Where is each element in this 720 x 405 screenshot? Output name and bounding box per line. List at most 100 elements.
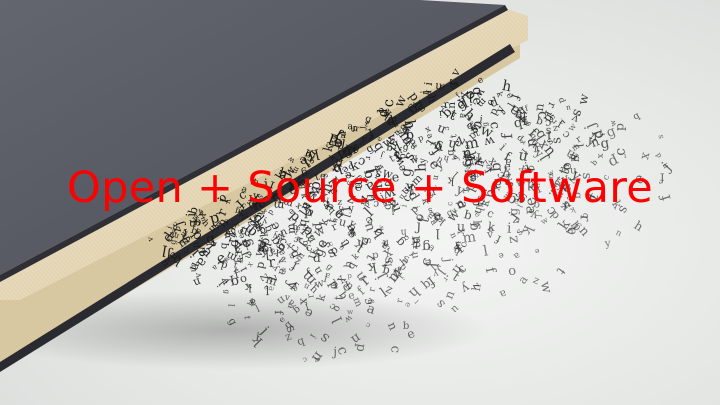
spilled-letter: c	[171, 220, 179, 229]
spilled-letter: v	[450, 109, 457, 119]
spilled-letter: p	[304, 205, 312, 219]
spilled-letter: u	[661, 161, 671, 170]
spilled-letter: e	[526, 207, 537, 216]
spilled-letter: z	[505, 235, 522, 244]
spilled-letter: h	[523, 167, 535, 175]
spilled-letter: w	[546, 168, 555, 178]
spilled-letter: e	[267, 246, 278, 256]
spilled-letter: o	[375, 105, 387, 117]
spilled-letter: a	[512, 195, 520, 206]
spilled-letter: c	[290, 283, 300, 294]
spilled-letter: c	[601, 173, 612, 182]
spilled-letter: c	[485, 206, 496, 220]
spilled-letter: h	[302, 225, 313, 234]
spilled-letter: s	[373, 167, 383, 182]
spilled-letter: u	[352, 124, 359, 135]
spilled-letter: x	[252, 242, 270, 251]
spilled-letter: y	[417, 157, 428, 165]
spilled-letter: h	[442, 153, 450, 164]
book-page-edge-lines	[0, 8, 528, 300]
spilled-letter: q	[631, 110, 642, 123]
spilled-letter: t	[423, 137, 437, 149]
spilled-letter: b	[529, 137, 541, 149]
spilled-letter: x	[423, 124, 433, 135]
spilled-letter: v	[438, 102, 449, 111]
spilled-letter: f	[277, 236, 283, 247]
spilled-letter: s	[392, 264, 405, 274]
spilled-letter: x	[231, 220, 242, 229]
spilled-letter: j	[379, 151, 385, 162]
spilled-letter: w	[381, 165, 395, 182]
spilled-letter: l	[570, 143, 585, 148]
spilled-letter: m	[423, 258, 434, 268]
spilled-letter: w	[380, 184, 398, 203]
spilled-letter: q	[513, 115, 525, 132]
spilled-letter: h	[425, 93, 441, 105]
spilled-letter: z	[280, 266, 287, 276]
spilled-letter: t	[556, 166, 573, 177]
spilled-letter: q	[261, 223, 275, 234]
spilled-letter: u	[337, 214, 349, 230]
spilled-letter: b	[556, 177, 568, 192]
spilled-letter: e	[332, 134, 344, 153]
spilled-letter: z	[470, 280, 482, 290]
spilled-letter: v	[451, 238, 464, 249]
spilled-letter: w	[449, 153, 459, 161]
spilled-letter: v	[400, 121, 415, 130]
spilled-letter: c	[359, 296, 375, 307]
spilled-letter: u	[565, 104, 571, 114]
spilled-letter: e	[298, 152, 309, 169]
spilled-letter: m	[515, 176, 527, 189]
spilled-letter: o	[238, 270, 249, 285]
spilled-letter: l	[344, 172, 355, 178]
spilled-letter: i	[396, 272, 406, 282]
spilled-letter: p	[207, 239, 219, 249]
spilled-letter: z	[411, 101, 421, 107]
spilled-letter: m	[190, 264, 199, 272]
spilled-letter: c	[458, 240, 470, 249]
spilled-letter: d	[362, 200, 372, 209]
spilled-letter: e	[452, 138, 465, 149]
spilled-letter: r	[364, 156, 373, 161]
spilled-letter: t	[363, 252, 378, 263]
spilled-letter: r	[574, 133, 584, 145]
spilled-letter: c	[356, 154, 366, 170]
spilled-letter: b	[239, 236, 251, 248]
spilled-letter: r	[230, 248, 244, 254]
spilled-letter: w	[539, 214, 550, 226]
spilled-letter: v	[194, 272, 205, 279]
spilled-letter: f	[265, 178, 276, 194]
spilled-letter: g	[171, 222, 179, 232]
spilled-letter: d	[219, 259, 229, 272]
spilled-letter: f	[454, 90, 463, 99]
spilled-letter: n	[445, 102, 458, 109]
spilled-letter: v	[486, 228, 495, 241]
spilled-letter: k	[422, 88, 434, 97]
spilled-letter: c	[373, 198, 379, 210]
spilled-letter: n	[390, 121, 400, 130]
spilled-letter: d	[313, 251, 321, 265]
spilled-letter: l	[266, 284, 270, 298]
spilled-letter: i	[479, 114, 484, 125]
spilled-letter: w	[410, 155, 419, 166]
spilled-letter: u	[614, 227, 624, 239]
spilled-letter: h	[632, 218, 646, 234]
spilled-letter: x	[554, 190, 566, 200]
spilled-letter: v	[255, 207, 268, 217]
spilled-letter: s	[352, 145, 360, 156]
spilled-letter: t	[460, 188, 474, 195]
spilled-letter: t	[322, 201, 329, 211]
spilled-letter: d	[286, 297, 296, 307]
spilled-letter: v	[466, 112, 473, 123]
spilled-letter: d	[266, 208, 276, 217]
spilled-letter: p	[228, 239, 244, 248]
spilled-letter: a	[503, 155, 513, 169]
spilled-letter: k	[382, 107, 394, 119]
spilled-letter: l	[435, 225, 440, 240]
spilled-letter: n	[450, 206, 460, 216]
spilled-letter: d	[346, 227, 356, 237]
spilled-letter: r	[515, 195, 524, 204]
spilled-letter: p	[208, 209, 222, 228]
spilled-letter: e	[396, 163, 408, 173]
spilled-letter: y	[603, 238, 612, 250]
